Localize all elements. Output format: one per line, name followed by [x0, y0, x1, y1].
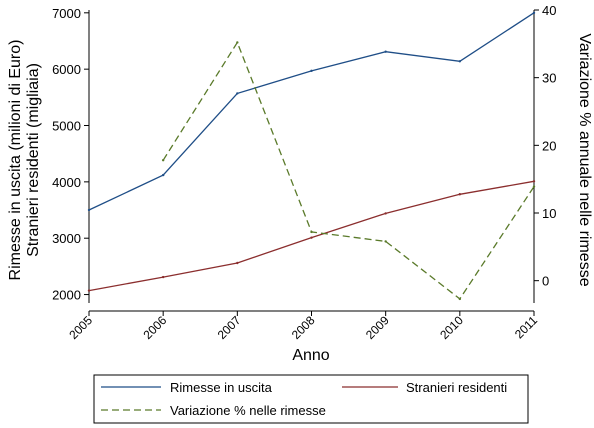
series-line-2: [162, 41, 535, 300]
data-point: [458, 60, 462, 63]
legend-label-2: Variazione % nelle rimesse: [170, 403, 326, 418]
data-point: [458, 193, 462, 196]
y-right-tick-label: 20: [542, 138, 556, 153]
y-axis-title-left-2: Stranieri residenti (migliaia): [25, 63, 42, 257]
x-tick-label: 2010: [437, 313, 466, 342]
x-tick-label: 2009: [363, 313, 392, 342]
data-point: [310, 236, 313, 239]
data-point: [161, 275, 165, 279]
y-right-tick-label: 0: [542, 274, 549, 289]
axes: 2000 3000 4000 5000 6000 7000 0 10 20 30 40 2005 200…: [52, 3, 556, 342]
data-point: [236, 41, 239, 44]
y-axis-title-left-1: Rimesse in uscita (milioni di Euro): [7, 40, 24, 281]
series-line-1: [88, 180, 535, 292]
legend-label-0: Rimesse in uscita: [170, 380, 273, 395]
x-tick-label: 2011: [512, 313, 540, 341]
y-right-tick-label: 30: [542, 71, 556, 86]
y-left-tick-label: 5000: [52, 119, 81, 134]
data-point: [236, 261, 239, 265]
data-point: [532, 180, 536, 183]
y-left-tick-label: 4000: [52, 175, 81, 190]
data-point: [384, 50, 387, 53]
data-point: [87, 289, 91, 292]
data-point: [236, 92, 239, 95]
x-axis-title: Anno: [292, 347, 329, 364]
x-tick-label: 2008: [289, 313, 318, 342]
y-left-tick-label: 3000: [52, 231, 81, 246]
data-point: [458, 297, 462, 301]
y-left-tick-label: 7000: [52, 6, 81, 21]
data-point: [161, 159, 165, 162]
x-tick-label: 2007: [215, 313, 244, 342]
data-point: [310, 69, 313, 73]
y-left-tick-label: 6000: [52, 62, 81, 77]
series-line-0: [88, 12, 535, 211]
data-point: [384, 240, 387, 243]
y-axis-title-right: Variazione % annuale nelle rimesse: [576, 33, 593, 286]
legend-box: [93, 374, 529, 424]
data-point: [161, 173, 165, 177]
data-point: [384, 212, 387, 215]
legend-label-1: Stranieri residenti: [406, 380, 507, 395]
legend: Rimesse in uscita Stranieri residenti Vari…: [93, 374, 529, 424]
x-tick-label: 2005: [66, 313, 95, 342]
data-point: [532, 185, 536, 188]
data-point: [310, 230, 313, 234]
data-point: [87, 208, 91, 212]
y-left-tick-label: 2000: [52, 288, 81, 303]
series-layer: [87, 11, 536, 301]
y-right-tick-label: 40: [542, 3, 556, 18]
x-tick-label: 2006: [141, 313, 170, 342]
axis-titles: Anno Rimesse in uscita (milioni di Euro)…: [7, 33, 593, 364]
data-point: [532, 11, 536, 15]
y-right-tick-label: 10: [542, 206, 556, 221]
